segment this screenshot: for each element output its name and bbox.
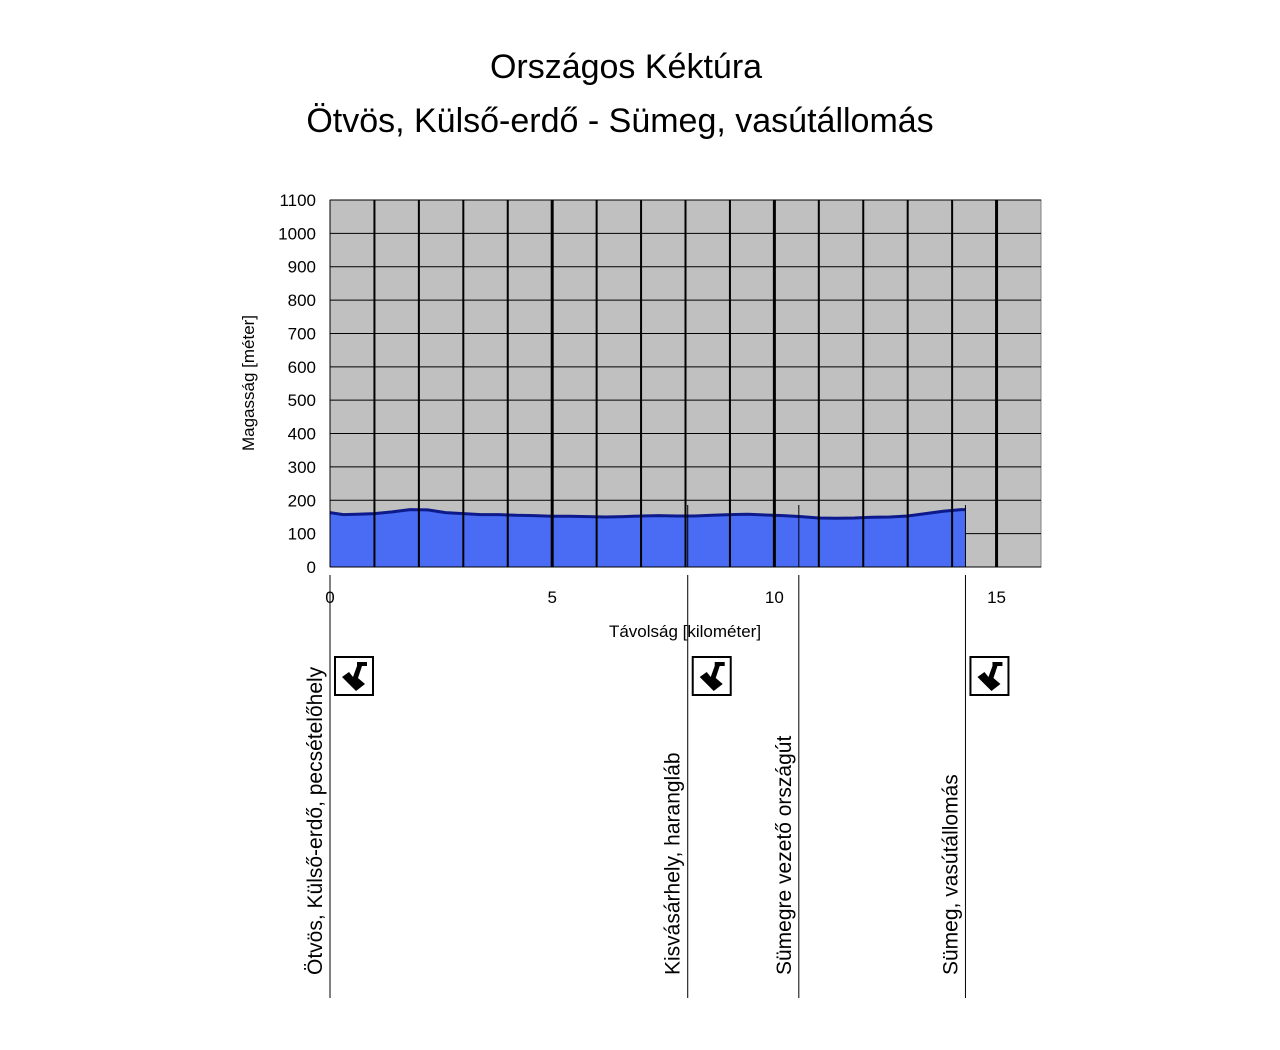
y-tick-label: 900 <box>288 258 316 277</box>
y-tick-label: 300 <box>288 458 316 477</box>
y-axis-ticks: 0 100 200 300 400 500 600 700 800 900 1000 1100 <box>278 191 316 577</box>
stamp-icon-glyph <box>699 662 725 691</box>
waypoints: Ötvös, Külső-erdő, pecsételőhely Kisvásár… <box>304 505 1010 998</box>
waypoint-2: Kisvásárhely, harangláb <box>662 505 732 998</box>
waypoint-label: Kisvásárhely, harangláb <box>662 752 685 975</box>
y-tick-label: 100 <box>288 525 316 544</box>
waypoint-1: Ötvös, Külső-erdő, pecsételőhely <box>304 575 374 998</box>
y-tick-label: 600 <box>288 358 316 377</box>
x-axis-ticks: 0 5 10 15 <box>325 588 1006 607</box>
x-axis-label: Távolság [kilométer] <box>609 622 761 641</box>
chart-title: Országos Kéktúra <box>490 48 762 86</box>
elevation-line <box>329 508 966 520</box>
stamp-icon <box>334 656 374 696</box>
y-tick-label: 700 <box>288 324 316 343</box>
elevation-area <box>330 509 966 567</box>
y-tick-label: 1000 <box>278 224 316 243</box>
chart-subtitle: Ötvös, Külső-erdő - Sümeg, vasútállomás <box>306 102 933 140</box>
vertical-markers <box>329 200 1041 568</box>
stamp-icon-glyph <box>342 662 367 691</box>
waypoint-label: Ötvös, Külső-erdő, pecsételőhely <box>304 666 327 975</box>
y-tick-label: 1100 <box>279 191 316 210</box>
waypoint-label: Sümegre vezető országút <box>773 736 796 975</box>
waypoint-4: Sümeg, vasútállomás <box>939 505 1010 998</box>
waypoint-3: Sümegre vezető országút <box>773 505 800 998</box>
x-tick-label: 5 <box>547 588 556 607</box>
y-tick-label: 500 <box>288 391 316 410</box>
y-tick-label: 200 <box>288 491 316 510</box>
y-tick-label: 800 <box>288 291 316 310</box>
x-tick-label: 15 <box>987 588 1006 607</box>
waypoint-label: Sümeg, vasútállomás <box>939 774 962 975</box>
stamp-icon <box>969 656 1010 696</box>
stamp-icon <box>691 656 732 696</box>
y-tick-label: 0 <box>307 558 316 577</box>
x-tick-label: 10 <box>765 588 784 607</box>
elevation-series <box>329 508 966 567</box>
y-tick-label: 400 <box>288 425 316 444</box>
stamp-icon-glyph <box>977 662 1003 691</box>
y-axis-label: Magasság [méter] <box>239 315 258 451</box>
